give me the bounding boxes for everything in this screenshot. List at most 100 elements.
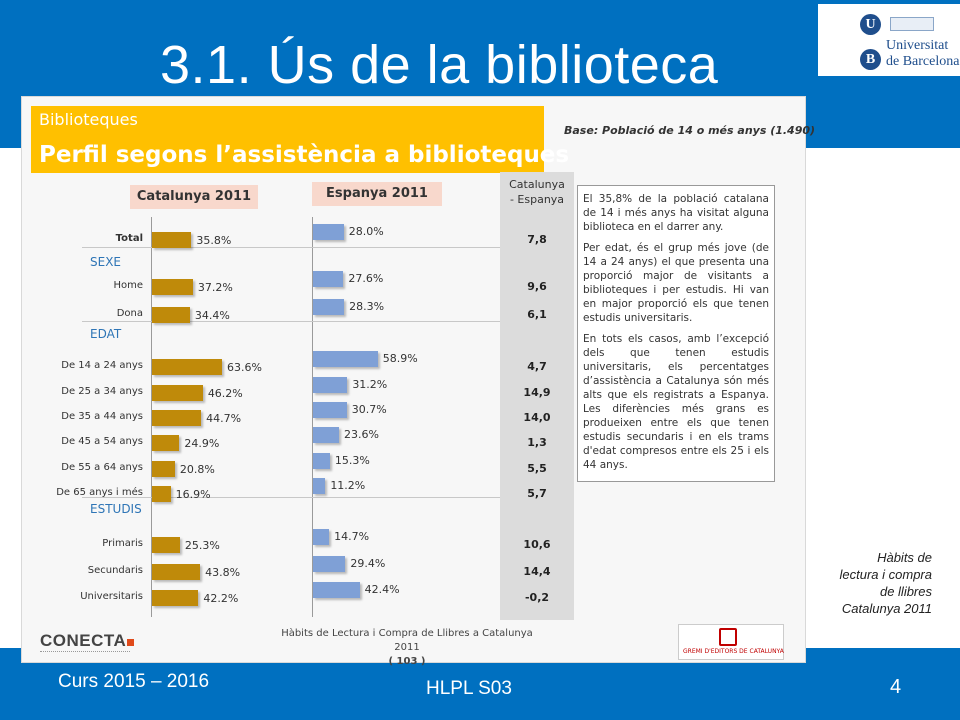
category-label: Primaris	[102, 538, 143, 549]
bar-espanya	[313, 271, 344, 287]
figure-header-title: Perfil segons l’assistència a bibliotequ…	[39, 142, 570, 168]
side-caption-line-1: Hàbits de	[877, 550, 932, 565]
value-label-catalunya: 24.9%	[184, 437, 220, 450]
difference-column	[500, 172, 574, 620]
category-label: Home	[113, 280, 143, 291]
course-code: HLPL S03	[426, 678, 512, 699]
value-label-catalunya: 44.7%	[206, 412, 242, 425]
difference-value: 7,8	[527, 233, 547, 246]
group-separator	[82, 497, 500, 498]
value-label-espanya: 30.7%	[351, 403, 387, 416]
side-caption-line-4: Catalunya 2011	[841, 601, 932, 616]
category-label: Total	[115, 233, 143, 244]
value-label-espanya: 11.2%	[330, 479, 366, 492]
bar-catalunya	[152, 410, 202, 426]
difference-header-line-1: Catalunya	[509, 178, 565, 191]
value-label-espanya: 42.4%	[364, 583, 400, 596]
figure-footer-caption: Hàbits de Lectura i Compra de Llibres a …	[272, 627, 542, 669]
bar-espanya	[313, 453, 330, 469]
category-label: Universitaris	[80, 591, 143, 602]
bar-catalunya	[152, 461, 175, 477]
value-label-espanya: 31.2%	[352, 378, 388, 391]
bar-catalunya	[152, 590, 199, 606]
value-label-espanya: 14.7%	[334, 530, 370, 543]
university-logo: U B Universitat de Barcelona	[818, 4, 960, 76]
category-label: De 65 anys i més	[56, 487, 143, 498]
conecta-logo: CONECTA	[40, 631, 135, 651]
section-label-estudis: ESTUDIS	[90, 502, 142, 516]
bar-catalunya	[152, 564, 201, 580]
bar-catalunya	[152, 435, 180, 451]
difference-value: 5,7	[527, 487, 547, 500]
bar-espanya	[313, 224, 344, 240]
value-label-catalunya: 43.8%	[205, 566, 241, 579]
difference-value: 4,7	[527, 360, 547, 373]
value-label-catalunya: 37.2%	[197, 281, 233, 294]
figure-header: Biblioteques Perfil segons l’assistència…	[31, 106, 569, 173]
conecta-logo-underline	[40, 651, 130, 655]
group-separator	[82, 247, 500, 248]
value-label-catalunya: 35.8%	[196, 234, 232, 247]
summary-paragraph-3: En tots els casos, amb l’excepció dels q…	[583, 333, 769, 471]
axis-espanya	[312, 217, 313, 617]
bar-catalunya	[152, 486, 171, 502]
bar-espanya	[313, 402, 347, 418]
category-label: De 35 a 44 anys	[61, 411, 143, 422]
category-label: De 45 a 54 anys	[61, 436, 143, 447]
gremi-logo-text: GREMI D'EDITORS DE CATALUNYA	[683, 648, 784, 655]
value-label-catalunya: 25.3%	[184, 539, 220, 552]
summary-paragraph-1: El 35,8% de la població catalana de 14 i…	[583, 193, 769, 233]
bar-catalunya	[152, 279, 193, 295]
bar-catalunya	[152, 385, 203, 401]
bar-catalunya	[152, 537, 180, 553]
logo-letter-b: B	[860, 49, 881, 70]
category-label: De 14 a 24 anys	[61, 360, 143, 371]
axis-catalunya	[151, 217, 152, 617]
difference-value: 10,6	[523, 538, 551, 551]
value-label-espanya: 28.0%	[348, 225, 384, 238]
category-label: De 55 a 64 anys	[61, 462, 143, 473]
page-number: 4	[890, 676, 902, 698]
conecta-logo-text: CONECTA	[40, 631, 127, 650]
difference-value: 1,3	[527, 436, 547, 449]
value-label-catalunya: 63.6%	[226, 361, 262, 374]
difference-header-line-2: - Espanya	[509, 193, 565, 206]
conecta-logo-dot-icon	[127, 639, 135, 646]
value-label-espanya: 28.3%	[349, 300, 385, 313]
value-label-catalunya: 42.2%	[203, 592, 239, 605]
gremi-emblem-icon	[719, 628, 737, 646]
figure-header-category: Biblioteques	[39, 110, 138, 129]
category-label: Dona	[116, 308, 143, 319]
difference-value: -0,2	[524, 591, 550, 604]
value-label-espanya: 15.3%	[334, 454, 370, 467]
value-label-catalunya: 20.8%	[179, 463, 215, 476]
tab-espanya: Espanya 2011	[312, 182, 442, 206]
bar-catalunya	[152, 232, 192, 248]
section-label-edat: EDAT	[90, 327, 122, 341]
figure-base-note: Base: Població de 14 o més anys (1.490)	[564, 124, 816, 137]
summary-textbox: El 35,8% de la població catalana de 14 i…	[577, 185, 775, 482]
side-caption-line-3: de llibres	[879, 584, 932, 599]
bar-espanya	[313, 556, 346, 572]
bar-espanya	[313, 351, 378, 367]
value-label-catalunya: 46.2%	[207, 387, 243, 400]
section-label-sexe: SEXE	[90, 255, 122, 269]
difference-value: 9,6	[527, 280, 547, 293]
difference-value: 14,9	[523, 386, 551, 399]
category-label: De 25 a 34 anys	[61, 386, 143, 397]
logo-letter-u: U	[860, 14, 881, 35]
group-separator	[82, 321, 500, 322]
value-label-catalunya: 16.9%	[175, 488, 211, 501]
difference-value: 6,1	[527, 308, 547, 321]
side-caption: Hàbits de lectura i compra de llibres Ca…	[808, 549, 932, 617]
value-label-catalunya: 34.4%	[194, 309, 230, 322]
bar-espanya	[313, 427, 339, 443]
difference-value: 14,0	[523, 411, 551, 424]
slide-title: 3.1. Ús de la biblioteca	[160, 35, 719, 95]
value-label-espanya: 27.6%	[348, 272, 384, 285]
bar-espanya	[313, 377, 348, 393]
bar-espanya	[313, 582, 360, 598]
bar-catalunya	[152, 307, 190, 323]
value-label-espanya: 58.9%	[382, 352, 418, 365]
logo-emblem-icon	[890, 17, 934, 31]
